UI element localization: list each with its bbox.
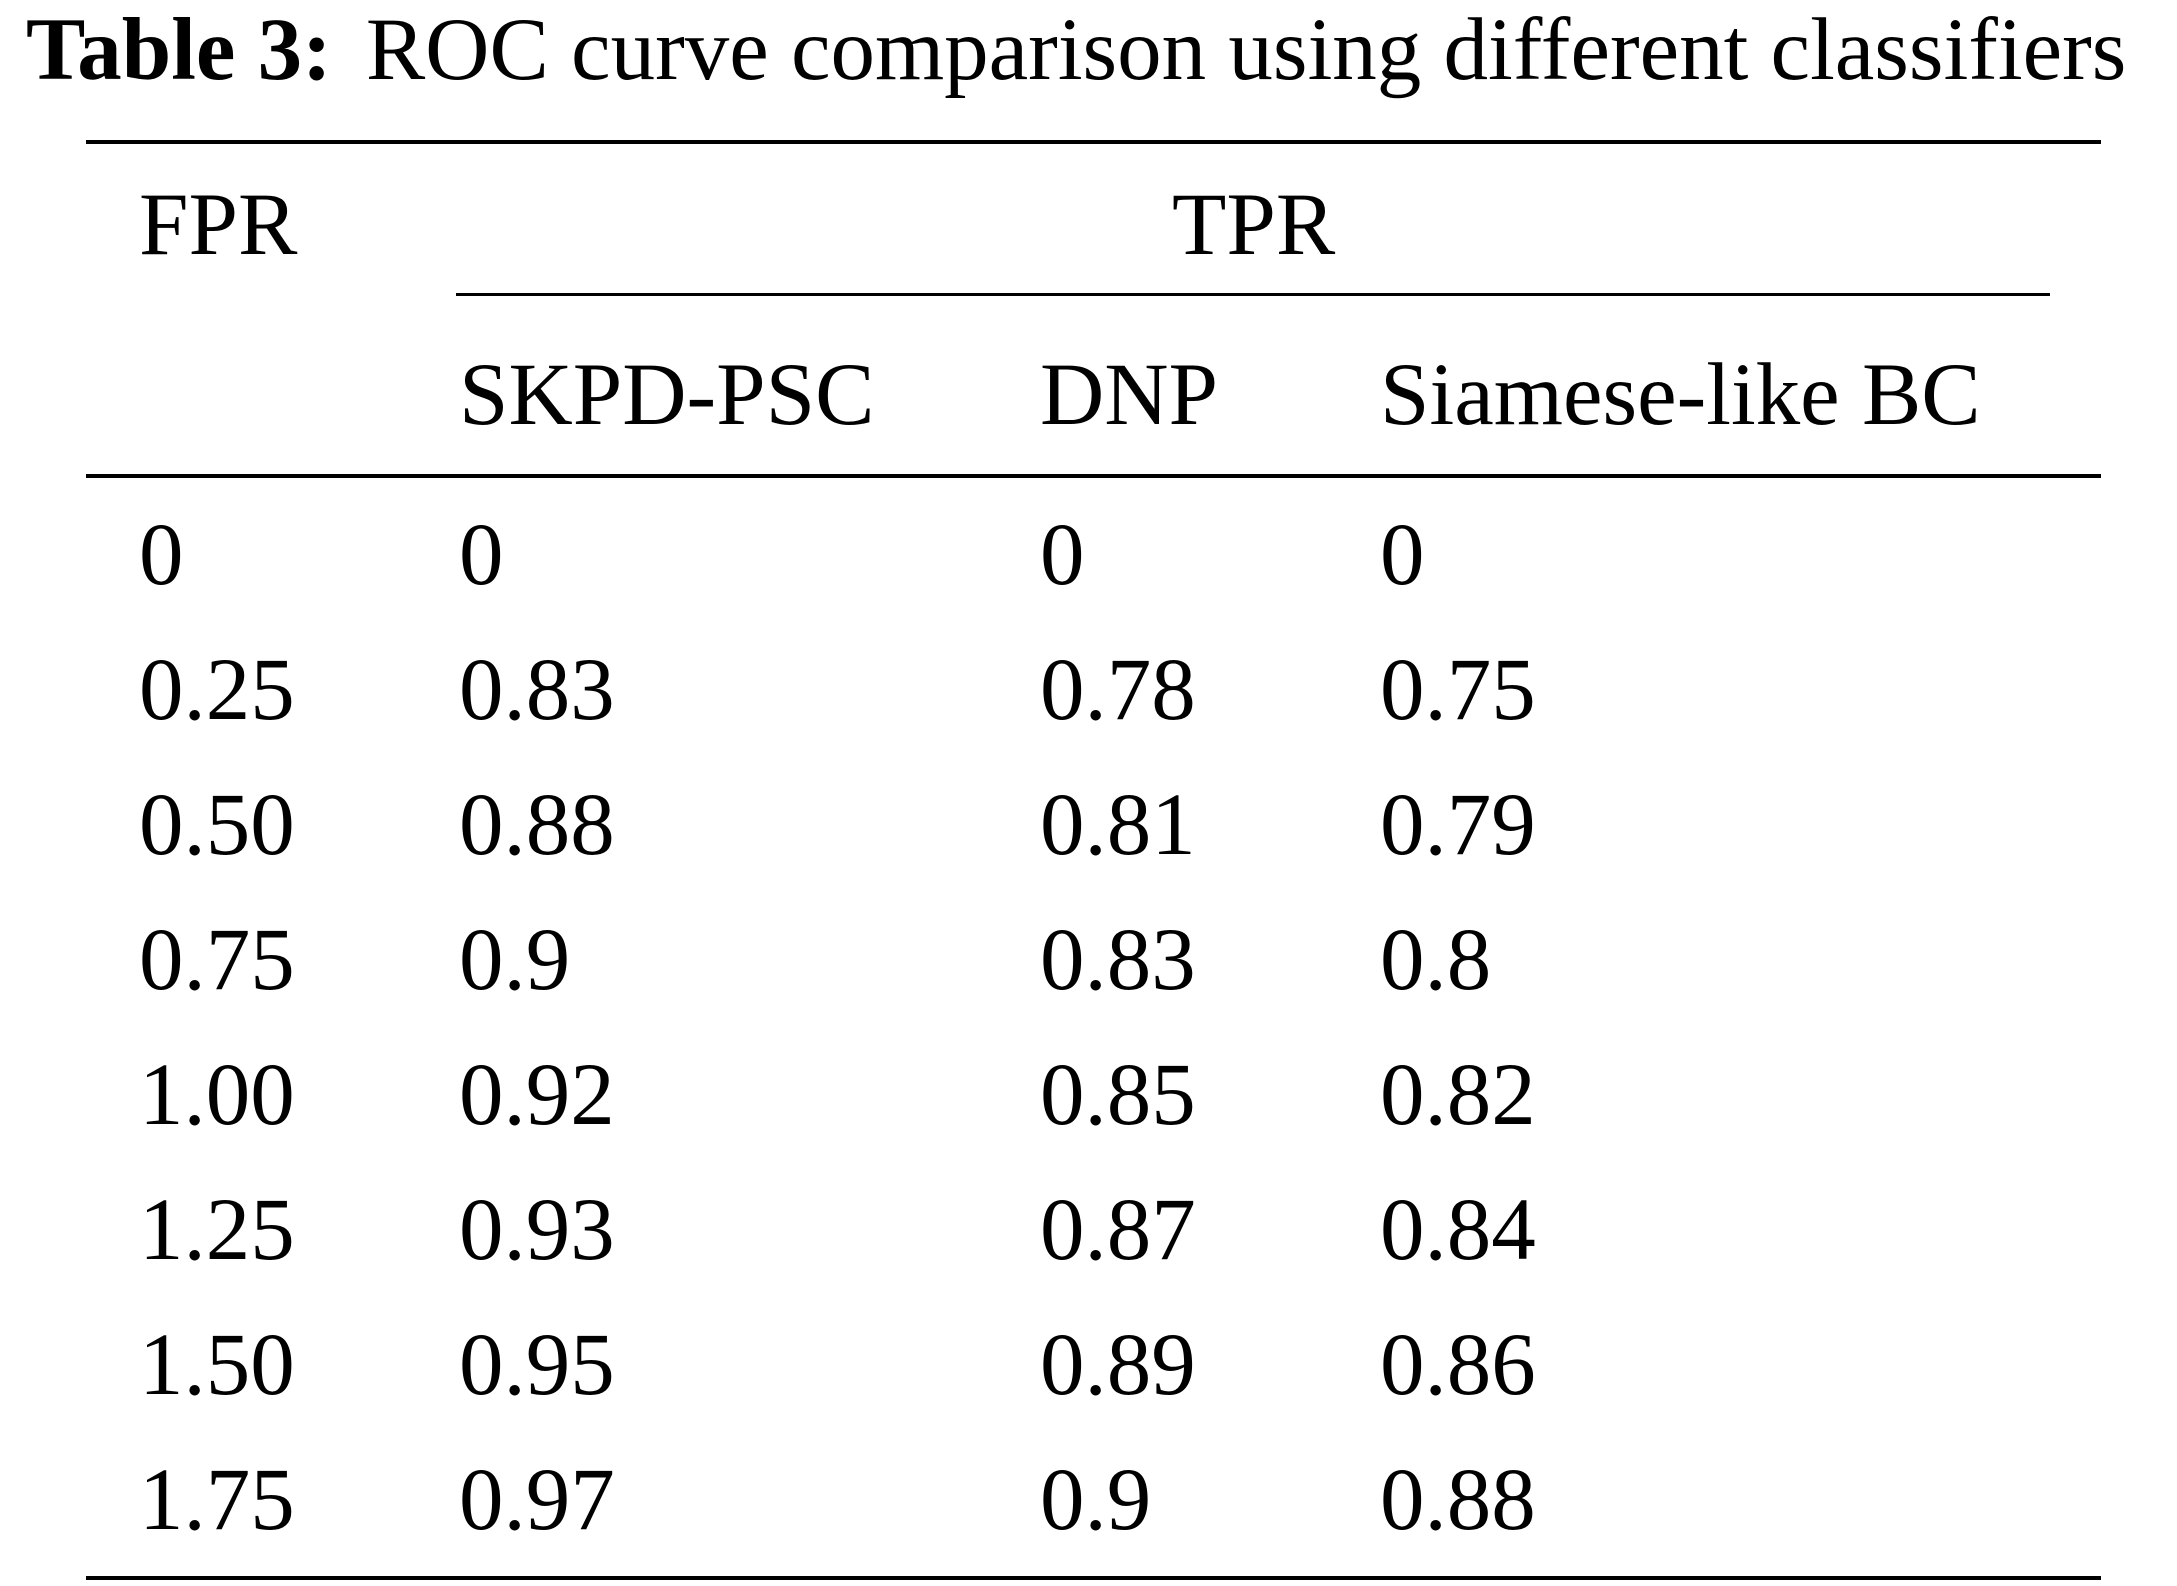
table-cell-skpd-psc: 0.9 <box>459 911 571 1009</box>
table-cell-siamese-like-bc: 0 <box>1380 506 1425 604</box>
table-cell-fpr: 0 <box>139 506 184 604</box>
table-bottom-rule <box>86 1576 2101 1580</box>
table-cell-skpd-psc: 0.97 <box>459 1451 615 1549</box>
header-tpr: TPR <box>1172 176 1336 274</box>
header-column-skpd-psc: SKPD-PSC <box>459 346 875 444</box>
table-cell-fpr: 1.00 <box>139 1046 295 1144</box>
table-cell-dnp: 0.83 <box>1040 911 1196 1009</box>
table-cell-siamese-like-bc: 0.75 <box>1380 641 1536 739</box>
table-cell-siamese-like-bc: 0.8 <box>1380 911 1492 1009</box>
table-top-rule <box>86 140 2101 144</box>
table-cell-siamese-like-bc: 0.79 <box>1380 776 1536 874</box>
table-cell-skpd-psc: 0.83 <box>459 641 615 739</box>
table-cell-dnp: 0.9 <box>1040 1451 1152 1549</box>
table-caption-label: Table 3: <box>26 1 332 99</box>
table-caption-text: ROC curve comparison using different cla… <box>365 1 2127 99</box>
table-cell-siamese-like-bc: 0.84 <box>1380 1181 1536 1279</box>
table-cell-skpd-psc: 0 <box>459 506 504 604</box>
table-cell-dnp: 0.85 <box>1040 1046 1196 1144</box>
tpr-group-rule <box>456 293 2050 296</box>
table-cell-skpd-psc: 0.93 <box>459 1181 615 1279</box>
table-cell-siamese-like-bc: 0.82 <box>1380 1046 1536 1144</box>
header-bottom-rule <box>86 474 2101 478</box>
table-cell-fpr: 0.75 <box>139 911 295 1009</box>
table-cell-skpd-psc: 0.88 <box>459 776 615 874</box>
table-cell-skpd-psc: 0.95 <box>459 1316 615 1414</box>
table-cell-siamese-like-bc: 0.86 <box>1380 1316 1536 1414</box>
header-column-siamese-like-bc: Siamese-like BC <box>1380 346 1981 444</box>
table-cell-dnp: 0.78 <box>1040 641 1196 739</box>
table-cell-dnp: 0.87 <box>1040 1181 1196 1279</box>
table-cell-siamese-like-bc: 0.88 <box>1380 1451 1536 1549</box>
table-cell-dnp: 0 <box>1040 506 1085 604</box>
table-cell-fpr: 1.75 <box>139 1451 295 1549</box>
table-caption: Table 3: ROC curve comparison using diffe… <box>26 0 2126 100</box>
table-cell-dnp: 0.89 <box>1040 1316 1196 1414</box>
table-cell-fpr: 1.25 <box>139 1181 295 1279</box>
table-cell-fpr: 1.50 <box>139 1316 295 1414</box>
header-column-dnp: DNP <box>1040 346 1219 444</box>
header-fpr: FPR <box>139 176 298 274</box>
table-cell-skpd-psc: 0.92 <box>459 1046 615 1144</box>
table-cell-dnp: 0.81 <box>1040 776 1196 874</box>
table-cell-fpr: 0.25 <box>139 641 295 739</box>
table-cell-fpr: 0.50 <box>139 776 295 874</box>
